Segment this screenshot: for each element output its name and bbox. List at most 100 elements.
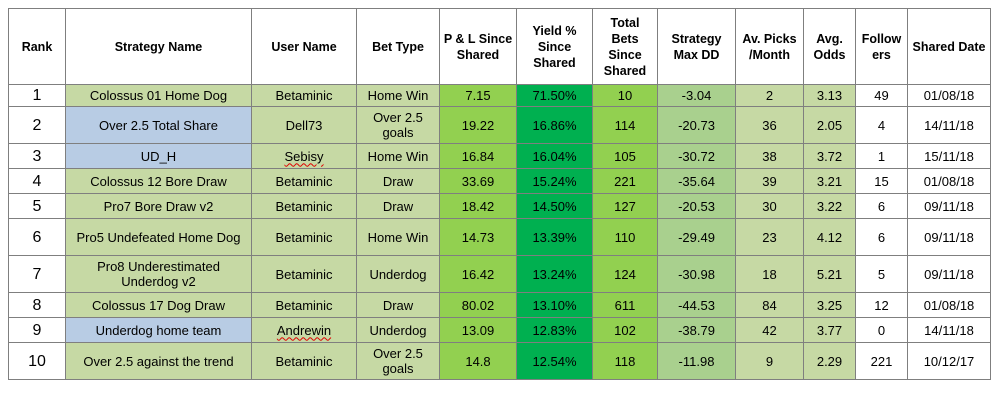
rank-cell: 3	[8, 143, 66, 169]
shared-date-cell: 15/11/18	[907, 143, 991, 169]
user-name-text: Sebisy	[284, 148, 324, 164]
total-bets-cell: 124	[592, 255, 658, 293]
rank-cell: 10	[8, 342, 66, 380]
total-bets-cell: 114	[592, 106, 658, 144]
strategy-name-cell: Colossus 01 Home Dog	[65, 84, 252, 107]
header-yield: Yield % Since Shared	[516, 8, 593, 85]
max-dd-cell: -44.53	[657, 292, 736, 318]
yield-cell: 15.24%	[516, 168, 593, 194]
total-bets-cell: 110	[592, 218, 658, 256]
header-bet-type: Bet Type	[356, 8, 440, 85]
bet-type-cell: Draw	[356, 193, 440, 219]
max-dd-cell: -29.49	[657, 218, 736, 256]
user-name-cell: Betaminic	[251, 292, 357, 318]
rank-cell: 5	[8, 193, 66, 219]
max-dd-cell: -30.98	[657, 255, 736, 293]
pl-cell: 14.8	[439, 342, 517, 380]
shared-date-cell: 01/08/18	[907, 168, 991, 194]
user-name-text: Andrewin	[276, 322, 332, 338]
total-bets-cell: 10	[592, 84, 658, 107]
user-name-cell: Betaminic	[251, 84, 357, 107]
yield-cell: 14.50%	[516, 193, 593, 219]
avg-odds-cell: 2.05	[803, 106, 856, 144]
rank-cell: 7	[8, 255, 66, 293]
rank-cell: 6	[8, 218, 66, 256]
bet-type-cell: Underdog	[356, 255, 440, 293]
avg-odds-cell: 2.29	[803, 342, 856, 380]
strategy-name-cell: Underdog home team	[65, 317, 252, 343]
yield-cell: 71.50%	[516, 84, 593, 107]
total-bets-cell: 102	[592, 317, 658, 343]
followers-cell: 6	[855, 218, 908, 256]
table-row: 2 Over 2.5 Total Share Dell73 Over 2.5 goal…	[8, 106, 991, 144]
user-name-cell: Betaminic	[251, 168, 357, 194]
av-picks-cell: 23	[735, 218, 804, 256]
yield-cell: 12.83%	[516, 317, 593, 343]
bet-type-cell: Over 2.5 goals	[356, 106, 440, 144]
avg-odds-cell: 3.25	[803, 292, 856, 318]
table-row: 7 Pro8 Underestimated Underdog v2 Betamini…	[8, 255, 991, 293]
rank-cell: 9	[8, 317, 66, 343]
av-picks-cell: 18	[735, 255, 804, 293]
header-pl: P & L Since Shared	[439, 8, 517, 85]
max-dd-cell: -20.53	[657, 193, 736, 219]
shared-date-cell: 10/12/17	[907, 342, 991, 380]
av-picks-cell: 2	[735, 84, 804, 107]
av-picks-cell: 9	[735, 342, 804, 380]
header-shared-date: Shared Date	[907, 8, 991, 85]
avg-odds-cell: 3.21	[803, 168, 856, 194]
table-row: 5 Pro7 Bore Draw v2 Betaminic Draw 18.42 14.5…	[8, 193, 991, 219]
strategy-name-cell: Pro8 Underestimated Underdog v2	[65, 255, 252, 293]
header-followers: Followers	[855, 8, 908, 85]
pl-cell: 19.22	[439, 106, 517, 144]
table-body: 1 Colossus 01 Home Dog Betaminic Home Win 7.…	[8, 84, 991, 380]
strategy-name-cell: Over 2.5 against the trend	[65, 342, 252, 380]
av-picks-cell: 42	[735, 317, 804, 343]
total-bets-cell: 221	[592, 168, 658, 194]
avg-odds-cell: 3.77	[803, 317, 856, 343]
strategy-name-cell: Pro5 Undefeated Home Dog	[65, 218, 252, 256]
max-dd-cell: -30.72	[657, 143, 736, 169]
max-dd-cell: -3.04	[657, 84, 736, 107]
total-bets-cell: 105	[592, 143, 658, 169]
max-dd-cell: -35.64	[657, 168, 736, 194]
shared-date-cell: 01/08/18	[907, 292, 991, 318]
table-row: 9 Underdog home team Andrewin Underdog 13.09…	[8, 317, 991, 343]
yield-cell: 12.54%	[516, 342, 593, 380]
avg-odds-cell: 4.12	[803, 218, 856, 256]
avg-odds-cell: 5.21	[803, 255, 856, 293]
yield-cell: 16.86%	[516, 106, 593, 144]
table-row: 10 Over 2.5 against the trend Betaminic Ove…	[8, 342, 991, 380]
rank-cell: 4	[8, 168, 66, 194]
pl-cell: 80.02	[439, 292, 517, 318]
pl-cell: 7.15	[439, 84, 517, 107]
pl-cell: 16.84	[439, 143, 517, 169]
av-picks-cell: 39	[735, 168, 804, 194]
yield-cell: 13.24%	[516, 255, 593, 293]
rank-cell: 1	[8, 84, 66, 107]
header-user-name: User Name	[251, 8, 357, 85]
header-strategy-name: Strategy Name	[65, 8, 252, 85]
bet-type-cell: Draw	[356, 292, 440, 318]
followers-cell: 4	[855, 106, 908, 144]
shared-date-cell: 09/11/18	[907, 218, 991, 256]
followers-cell: 15	[855, 168, 908, 194]
followers-cell: 0	[855, 317, 908, 343]
yield-cell: 13.10%	[516, 292, 593, 318]
strategy-name-cell: Over 2.5 Total Share	[65, 106, 252, 144]
header-row: Rank Strategy Name User Name Bet Type P …	[8, 8, 991, 85]
avg-odds-cell: 3.72	[803, 143, 856, 169]
yield-cell: 16.04%	[516, 143, 593, 169]
user-name-cell: Dell73	[251, 106, 357, 144]
table-row: 4 Colossus 12 Bore Draw Betaminic Draw 33.69…	[8, 168, 991, 194]
av-picks-cell: 38	[735, 143, 804, 169]
followers-cell: 6	[855, 193, 908, 219]
header-avg-odds: Avg. Odds	[803, 8, 856, 85]
total-bets-cell: 611	[592, 292, 658, 318]
user-name-cell: Betaminic	[251, 218, 357, 256]
shared-date-cell: 01/08/18	[907, 84, 991, 107]
av-picks-cell: 84	[735, 292, 804, 318]
rank-cell: 2	[8, 106, 66, 144]
followers-cell: 12	[855, 292, 908, 318]
pl-cell: 14.73	[439, 218, 517, 256]
